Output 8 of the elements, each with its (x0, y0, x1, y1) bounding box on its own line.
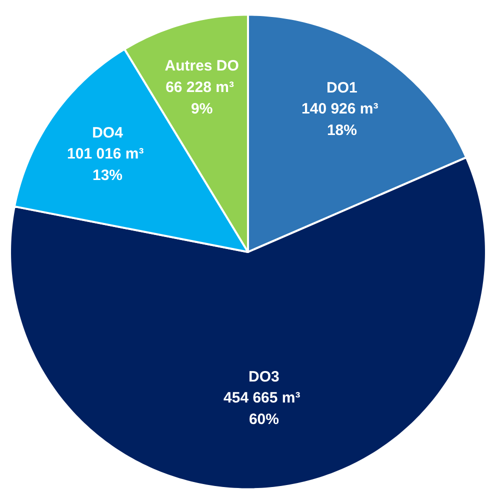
data-label: 140 926 m³ 18% (302, 100, 378, 139)
slice-label: Autres DO (164, 58, 240, 75)
data-label: 454 665 m³ 60% (224, 390, 300, 428)
data-label: 66 228 m³ 9% (166, 78, 234, 118)
data-label: 101 016 m³ 13% (67, 146, 144, 184)
slice-label: DO3 (248, 368, 280, 386)
slice-label: DO4 (92, 124, 124, 142)
slice-label: DO1 (326, 79, 358, 96)
